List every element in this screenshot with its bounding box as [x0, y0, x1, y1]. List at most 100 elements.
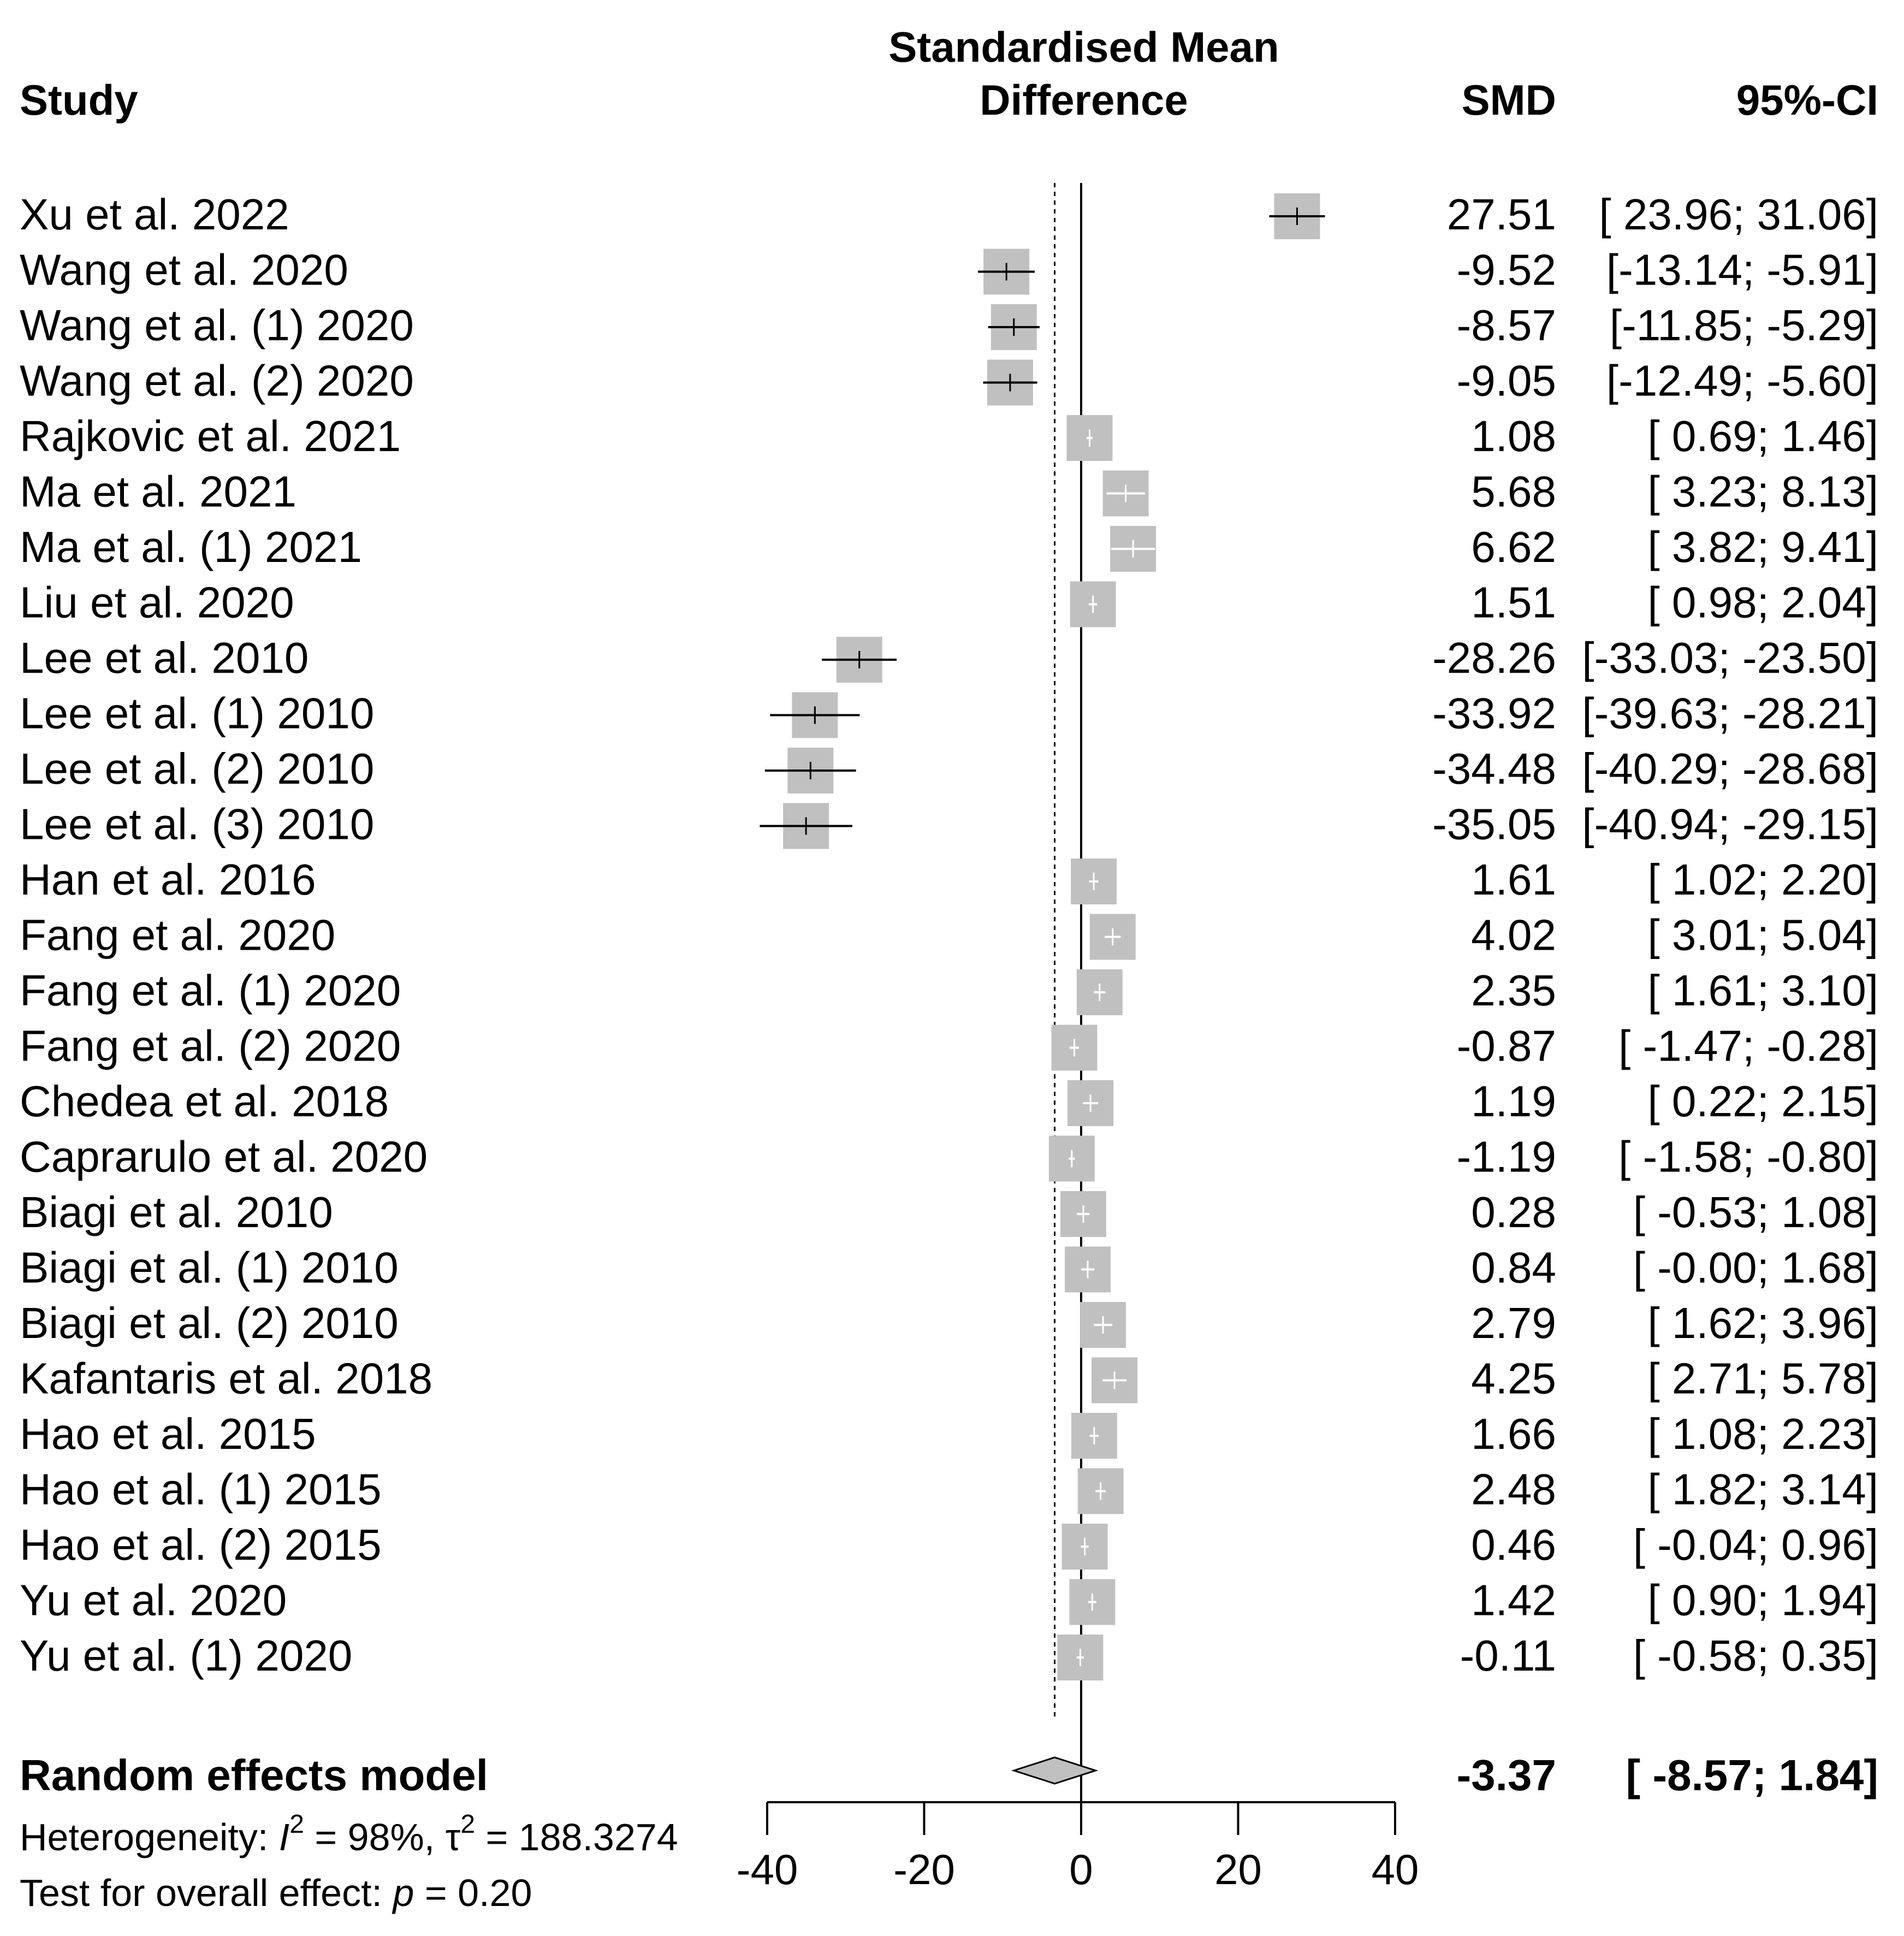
study-ci: [-40.29; -28.68]	[1582, 744, 1878, 793]
study-label: Fang et al. (2) 2020	[20, 1022, 401, 1070]
study-row: Kafantaris et al. 2018 4.25 [ 2.71; 5.78]	[20, 1354, 1878, 1404]
study-smd: 4.02	[1471, 911, 1556, 960]
study-row: Yu et al. 2020 1.42 [ 0.90; 1.94]	[20, 1576, 1878, 1625]
study-ci: [-39.63; -28.21]	[1582, 689, 1878, 738]
study-ci: [ -1.47; -0.28]	[1618, 1022, 1878, 1070]
header-effect-line2: Difference	[980, 76, 1188, 124]
tau2-symbol: τ	[446, 1816, 461, 1858]
study-ci: [ 0.69; 1.46]	[1647, 412, 1878, 460]
study-row: Rajkovic et al. 2021 1.08 [ 0.69; 1.46]	[20, 412, 1878, 461]
header-effect-line1: Standardised Mean	[888, 23, 1279, 71]
p-value: = 0.20	[414, 1872, 532, 1914]
study-ci: [ 3.01; 5.04]	[1647, 911, 1878, 960]
study-smd: 2.35	[1471, 966, 1556, 1015]
study-label: Lee et al. (1) 2010	[20, 689, 374, 738]
study-ci: [-12.49; -5.60]	[1606, 357, 1878, 405]
study-row: Yu et al. (1) 2020 -0.11 [ -0.58; 0.35]	[20, 1631, 1878, 1680]
study-label: Xu et al. 2022	[20, 190, 289, 239]
i2-superscript: 2	[289, 1810, 304, 1839]
study-smd: 5.68	[1471, 467, 1556, 516]
heterogeneity-text: Heterogeneity: I2 = 98%, τ2 = 188.3274	[20, 1810, 678, 1858]
study-row: Biagi et al. (2) 2010 2.79 [ 1.62; 3.96]	[20, 1299, 1878, 1348]
study-label: Hao et al. (2) 2015	[20, 1520, 382, 1569]
summary-label: Random effects model	[20, 1751, 488, 1799]
study-row: Hao et al. (1) 2015 2.48 [ 1.82; 3.14]	[20, 1465, 1878, 1514]
study-ci: [ 1.61; 3.10]	[1647, 966, 1878, 1015]
summary-smd: -3.37	[1457, 1751, 1556, 1799]
study-smd: 0.28	[1471, 1188, 1556, 1236]
study-ci: [ 2.71; 5.78]	[1647, 1354, 1878, 1403]
study-ci: [ -1.58; -0.80]	[1618, 1133, 1878, 1181]
study-row: Xu et al. 2022 27.51 [ 23.96; 31.06]	[20, 190, 1878, 239]
study-smd: -1.19	[1457, 1133, 1556, 1181]
study-row: Ma et al. (1) 2021 6.62 [ 3.82; 9.41]	[20, 523, 1878, 572]
x-axis: -40 -20 0 20 40	[737, 1801, 1419, 1893]
study-smd: -28.26	[1432, 634, 1556, 682]
header-smd: SMD	[1462, 76, 1556, 124]
study-ci: [-13.14; -5.91]	[1606, 246, 1878, 294]
study-ci: [-11.85; -5.29]	[1610, 301, 1878, 350]
study-row: Lee et al. 2010 -28.26 [-33.03; -23.50]	[20, 634, 1878, 683]
study-smd: -0.87	[1457, 1022, 1556, 1070]
study-ci: [-33.03; -23.50]	[1582, 634, 1878, 682]
study-label: Wang et al. (2) 2020	[20, 357, 414, 405]
study-smd: 2.79	[1471, 1299, 1556, 1347]
study-label: Biagi et al. (2) 2010	[20, 1299, 399, 1347]
study-smd: 0.84	[1471, 1244, 1556, 1292]
study-ci: [ 1.82; 3.14]	[1647, 1465, 1878, 1514]
study-smd: 1.42	[1471, 1576, 1556, 1625]
study-label: Kafantaris et al. 2018	[20, 1354, 432, 1403]
study-label: Biagi et al. 2010	[20, 1188, 333, 1236]
x-tick-label: -20	[893, 1845, 955, 1893]
summary-ci: [ -8.57; 1.84]	[1626, 1751, 1878, 1799]
study-row: Hao et al. (2) 2015 0.46 [ -0.04; 0.96]	[20, 1520, 1878, 1570]
study-ci: [ 1.62; 3.96]	[1647, 1299, 1878, 1347]
study-label: Yu et al. 2020	[20, 1576, 287, 1625]
study-ci: [ 0.22; 2.15]	[1647, 1077, 1878, 1126]
study-smd: 4.25	[1471, 1354, 1556, 1403]
study-label: Hao et al. (1) 2015	[20, 1465, 382, 1514]
x-tick-label: 0	[1069, 1845, 1093, 1893]
study-label: Fang et al. 2020	[20, 911, 335, 960]
study-row: Lee et al. (2) 2010 -34.48 [-40.29; -28.68…	[20, 744, 1878, 794]
study-ci: [ 0.98; 2.04]	[1647, 578, 1878, 627]
study-row: Liu et al. 2020 1.51 [ 0.98; 2.04]	[20, 578, 1878, 627]
study-smd: 1.66	[1471, 1410, 1556, 1458]
study-row: Chedea et al. 2018 1.19 [ 0.22; 2.15]	[20, 1077, 1878, 1126]
study-ci: [ 23.96; 31.06]	[1599, 190, 1878, 239]
study-rows: Xu et al. 2022 27.51 [ 23.96; 31.06] Wang e…	[20, 190, 1878, 1680]
study-ci: [ -0.58; 0.35]	[1633, 1631, 1878, 1680]
study-smd: 27.51	[1447, 190, 1556, 239]
overall-effect-prefix: Test for overall effect:	[20, 1872, 393, 1914]
study-row: Hao et al. 2015 1.66 [ 1.08; 2.23]	[20, 1410, 1878, 1459]
study-label: Caprarulo et al. 2020	[20, 1133, 428, 1181]
study-smd: -9.52	[1457, 246, 1556, 294]
summary-diamond	[1011, 1756, 1099, 1785]
study-row: Ma et al. 2021 5.68 [ 3.23; 8.13]	[20, 467, 1878, 517]
study-label: Wang et al. (1) 2020	[20, 301, 414, 350]
study-label: Hao et al. 2015	[20, 1410, 316, 1458]
study-label: Ma et al. (1) 2021	[20, 523, 362, 571]
header-study: Study	[20, 76, 138, 124]
study-ci: [ 3.23; 8.13]	[1647, 467, 1878, 516]
study-ci: [ -0.53; 1.08]	[1633, 1188, 1878, 1236]
study-smd: -35.05	[1432, 800, 1556, 849]
study-ci: [ -0.04; 0.96]	[1633, 1520, 1878, 1569]
study-ci: [ 0.90; 1.94]	[1647, 1576, 1878, 1625]
x-tick-label: 20	[1214, 1845, 1262, 1893]
x-tick-label: -40	[737, 1845, 798, 1893]
study-label: Wang et al. 2020	[20, 246, 348, 294]
study-ci: [ 1.08; 2.23]	[1647, 1410, 1878, 1458]
study-row: Wang et al. (2) 2020 -9.05 [-12.49; -5.60]	[20, 357, 1878, 406]
tau2-value: = 188.3274	[475, 1816, 678, 1858]
study-row: Wang et al. 2020 -9.52 [-13.14; -5.91]	[20, 246, 1878, 295]
study-row: Lee et al. (1) 2010 -33.92 [-39.63; -28.21…	[20, 689, 1878, 738]
study-row: Han et al. 2016 1.61 [ 1.02; 2.20]	[20, 855, 1878, 904]
study-smd: -9.05	[1457, 357, 1556, 405]
study-smd: 1.51	[1471, 578, 1556, 627]
study-row: Caprarulo et al. 2020 -1.19 [ -1.58; -0.80…	[20, 1133, 1878, 1182]
summary-row: Random effects model -3.37 [ -8.57; 1.84…	[20, 1751, 1878, 1799]
overall-effect-text: Test for overall effect: p = 0.20	[20, 1872, 532, 1914]
study-label: Fang et al. (1) 2020	[20, 966, 401, 1015]
